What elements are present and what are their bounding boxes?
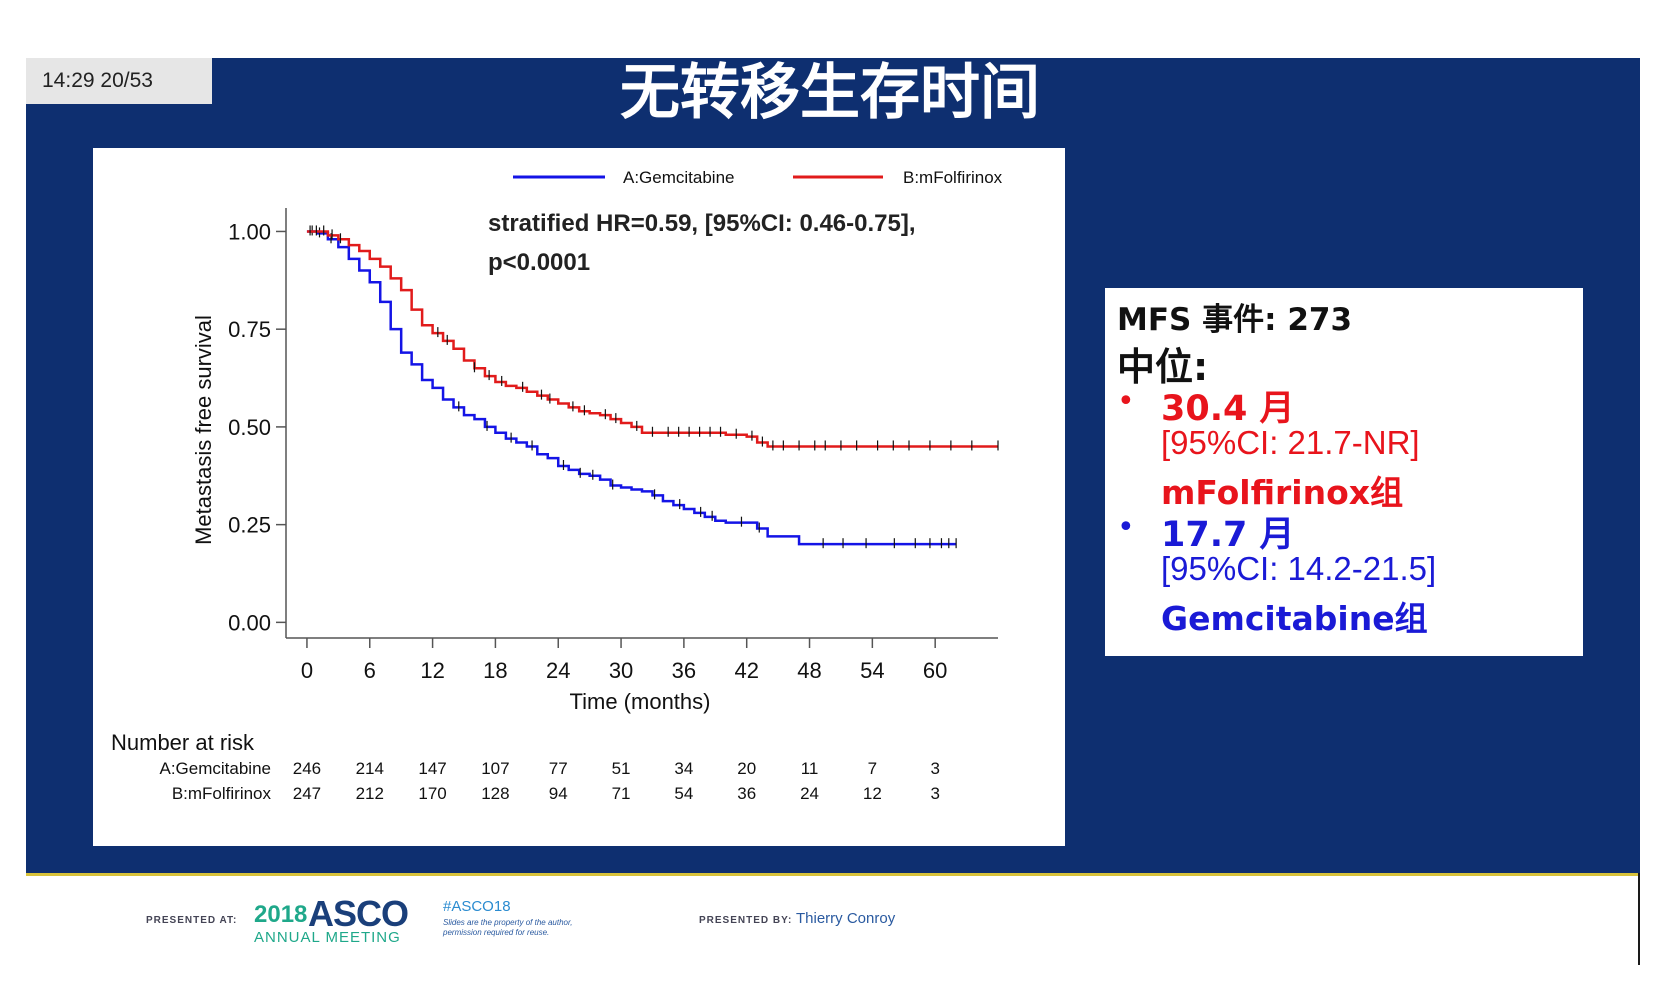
- x-tick-label: 60: [923, 658, 947, 683]
- hashtag-text: #ASCO18: [443, 898, 511, 915]
- risk-value: 3: [930, 784, 939, 803]
- risk-value: 20: [737, 759, 756, 778]
- median-a-value: 17.7 月: [1161, 515, 1295, 555]
- hr-annotation-line2: p<0.0001: [488, 249, 590, 276]
- risk-value: 12: [863, 784, 882, 803]
- y-axis-label: Metastasis free survival: [191, 315, 216, 545]
- legend-label-b: B:mFolfirinox: [903, 168, 1003, 187]
- slide-timestamp: 14:29 20/53: [26, 58, 212, 104]
- presenter-name: Thierry Conroy: [796, 910, 896, 927]
- bullet-b: •: [1117, 384, 1135, 419]
- median-label: 中位:: [1117, 345, 1209, 389]
- y-tick-label: 1.00: [228, 219, 271, 244]
- y-tick-label: 0.00: [228, 610, 271, 635]
- x-tick-label: 6: [364, 658, 376, 683]
- x-tick-label: 48: [797, 658, 821, 683]
- asco-logo-name: ASCO: [308, 893, 409, 934]
- slide-footer: PRESENTED AT: 2018 ASCO ANNUAL MEETING #…: [0, 885, 1656, 965]
- x-tick-label: 30: [609, 658, 633, 683]
- legend-label-a: A:Gemcitabine: [623, 168, 735, 187]
- risk-value: 71: [612, 784, 631, 803]
- chart-panel: A:Gemcitabine B:mFolfirinox stratified H…: [93, 148, 1065, 846]
- median-a-ci: [95%CI: 14.2-21.5]: [1161, 550, 1437, 587]
- x-tick-label: 12: [420, 658, 444, 683]
- y-tick-label: 0.50: [228, 415, 271, 440]
- presented-by-label: PRESENTED BY:: [699, 915, 793, 926]
- median-info-box: MFS 事件: 273 中位: • 30.4 月 [95%CI: 21.7-NR…: [1105, 288, 1583, 656]
- risk-value: 51: [612, 759, 631, 778]
- risk-value: 11: [801, 759, 819, 778]
- x-tick-label: 18: [483, 658, 507, 683]
- x-tick-label: 42: [734, 658, 758, 683]
- risk-value: 36: [737, 784, 756, 803]
- risk-table-title: Number at risk: [111, 730, 255, 755]
- risk-value: 94: [549, 784, 568, 803]
- median-b-value: 30.4 月: [1161, 389, 1295, 429]
- risk-value: 54: [674, 784, 693, 803]
- risk-value: 34: [674, 759, 693, 778]
- asco-logo-meeting: ANNUAL MEETING: [254, 929, 401, 946]
- risk-value: 128: [481, 784, 509, 803]
- km-chart: A:Gemcitabine B:mFolfirinox stratified H…: [111, 168, 1003, 803]
- risk-value: 214: [356, 759, 384, 778]
- risk-value: 107: [481, 759, 509, 778]
- risk-value: 246: [293, 759, 321, 778]
- hr-annotation-line1: stratified HR=0.59, [95%CI: 0.46-0.75],: [488, 210, 916, 237]
- median-a-group: Gemcitabine组: [1161, 599, 1428, 638]
- bullet-a: •: [1117, 510, 1135, 545]
- footer-divider: [26, 873, 1640, 876]
- x-tick-label: 54: [860, 658, 884, 683]
- footer-edge-line: [1638, 873, 1640, 965]
- y-tick-label: 0.75: [228, 317, 271, 342]
- km-curve-mfolfirinox: [306, 230, 998, 448]
- median-b-ci: [95%CI: 21.7-NR]: [1161, 424, 1420, 461]
- risk-value: 247: [293, 784, 321, 803]
- risk-value: 212: [356, 784, 384, 803]
- risk-value: 24: [800, 784, 819, 803]
- risk-row-label-b: B:mFolfirinox: [172, 784, 272, 803]
- presented-at-label: PRESENTED AT:: [146, 915, 238, 926]
- asco-logo-year: 2018: [254, 901, 308, 928]
- y-tick-label: 0.25: [228, 513, 271, 538]
- risk-value: 170: [418, 784, 446, 803]
- x-tick-label: 36: [672, 658, 696, 683]
- x-axis-label: Time (months): [570, 689, 711, 714]
- median-b-group: mFolfirinox组: [1161, 473, 1404, 512]
- x-tick-label: 24: [546, 658, 570, 683]
- disclaimer-text: Slides are the property of the author, p…: [443, 918, 573, 937]
- risk-value: 7: [868, 759, 877, 778]
- risk-value: 147: [418, 759, 446, 778]
- risk-value: 3: [930, 759, 939, 778]
- risk-row-label-a: A:Gemcitabine: [160, 759, 272, 778]
- x-tick-label: 0: [301, 658, 313, 683]
- mfs-events-text: MFS 事件: 273: [1117, 302, 1353, 338]
- risk-value: 77: [549, 759, 568, 778]
- slide-title: 无转移生存时间: [620, 58, 1040, 128]
- km-curve-gemcitabine: [306, 230, 957, 546]
